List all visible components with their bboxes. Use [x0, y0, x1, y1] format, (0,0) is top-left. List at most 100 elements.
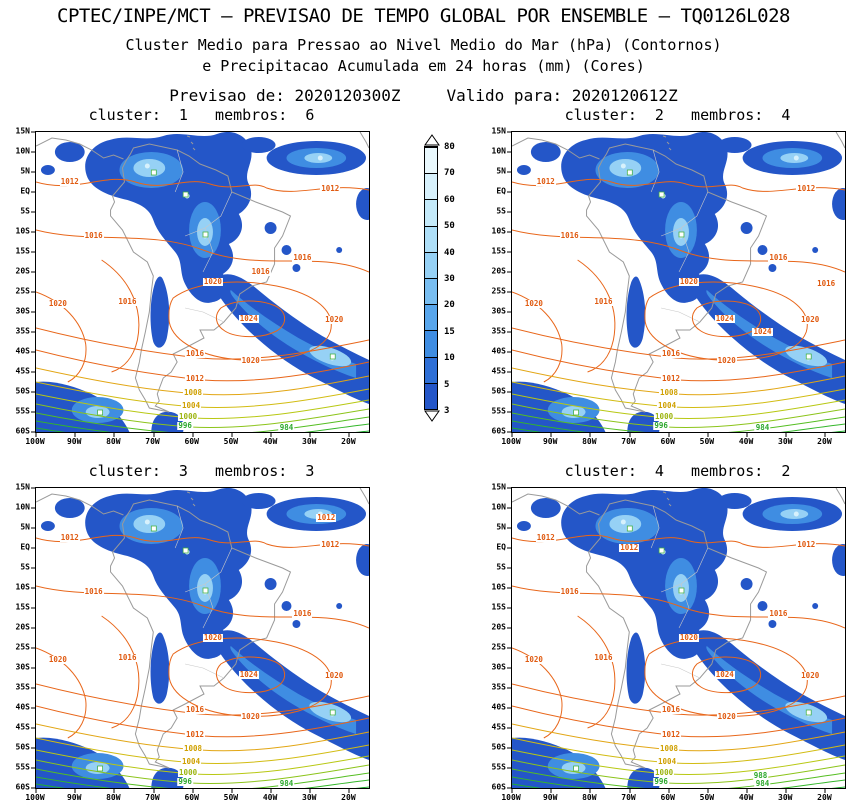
- lat-tick-label: 40S: [491, 346, 506, 356]
- pressure-contour-label: 1020: [716, 356, 737, 365]
- lat-tick-label: 55S: [15, 406, 30, 416]
- pressure-contour-label: 1020: [678, 277, 699, 286]
- pressure-contour-label: 1016: [559, 587, 580, 596]
- lon-tick-label: 50W: [223, 793, 239, 802]
- lat-tick-label: 5N: [20, 522, 30, 532]
- lon-tick: [629, 433, 631, 437]
- lat-tick: [507, 291, 511, 293]
- lon-tick-label: 40W: [262, 793, 278, 802]
- lon-tick: [153, 433, 155, 437]
- lon-tick: [511, 433, 513, 437]
- pressure-contour-label: 1016: [292, 609, 313, 618]
- lat-tick: [507, 231, 511, 233]
- lat-axis: 15N 10N 5N EQ 5S 10S 15S 20S 25S 30S 35S 40S 45S 50S 5…: [488, 127, 509, 436]
- lon-tick: [707, 433, 709, 437]
- lat-tick-label: 25S: [15, 286, 30, 296]
- lon-tick: [668, 433, 670, 437]
- colorbar-segment: [425, 330, 437, 357]
- lon-tick-label: 30W: [302, 793, 317, 802]
- lat-tick: [507, 211, 511, 213]
- pressure-contour-label: 996: [653, 777, 669, 786]
- lat-tick: [507, 391, 511, 393]
- lat-tick-label: 15S: [15, 602, 30, 612]
- colorbar-segment: [425, 304, 437, 331]
- forecast-valid-label: Valido para:: [446, 86, 563, 105]
- colorbar-tick-label: 30: [444, 274, 455, 284]
- lat-tick: [31, 607, 35, 609]
- colorbar-tick-label: 10: [444, 353, 455, 364]
- pressure-contour-label: 1008: [659, 388, 680, 397]
- lon-tick-label: 20W: [817, 437, 832, 446]
- pressure-contour-label: 1020: [202, 277, 223, 286]
- colorbar-labels: 80 70 60 50 40 30 20 15 10 5 3: [444, 142, 464, 416]
- lat-tick: [31, 547, 35, 549]
- lat-tick-label: 25S: [491, 642, 506, 652]
- lat-tick-label: 60S: [491, 782, 506, 792]
- lon-tick-label: 60W: [184, 793, 199, 802]
- pressure-contour-label: 1012: [661, 374, 682, 383]
- lat-tick: [507, 567, 511, 569]
- pressure-contour-label: 1016: [117, 653, 138, 662]
- lat-tick: [507, 331, 511, 333]
- lat-tick-label: 60S: [15, 782, 30, 792]
- lat-tick-label: 60S: [15, 426, 30, 436]
- lon-tick-label: 50W: [223, 437, 239, 446]
- lon-tick-label: 40W: [738, 793, 754, 802]
- pressure-contour-label: 1016: [185, 705, 206, 714]
- lat-tick: [31, 527, 35, 529]
- lat-tick: [507, 627, 511, 629]
- lon-tick-label: 30W: [778, 793, 793, 802]
- pressure-contour-label: 1012: [796, 540, 817, 549]
- pressure-contour-label: 1016: [83, 587, 104, 596]
- colorbar-segment: [425, 382, 437, 409]
- pressure-contour-label: 1016: [593, 297, 614, 306]
- panel-cluster-4: cluster: 4 membros: 2 15N 10N 5N EQ 5S 10S 15S…: [488, 462, 846, 802]
- pressure-contour-label: 1020: [47, 655, 68, 664]
- lon-tick: [348, 433, 350, 437]
- lat-tick: [507, 371, 511, 373]
- precipitation-colorbar: 80 70 60 50 40 30 20 15 10 5 3: [421, 134, 465, 422]
- pressure-contour-label: 1024: [238, 670, 259, 679]
- colorbar-tick-label: 60: [444, 194, 455, 205]
- pressure-contour-label: 1016: [593, 653, 614, 662]
- panel-cluster-1: cluster: 1 membros: 6 15N 10N 5N EQ 5S 10S 15S…: [12, 106, 370, 446]
- lat-tick-label: 5S: [496, 206, 506, 216]
- lat-tick: [31, 171, 35, 173]
- lat-tick-label: 45S: [15, 366, 30, 376]
- lon-tick: [270, 789, 272, 793]
- lat-tick-label: 15N: [15, 482, 30, 492]
- lat-tick-label: 45S: [491, 722, 506, 732]
- lon-tick-label: 80W: [106, 437, 121, 446]
- pressure-contour-label: 1024: [714, 670, 735, 679]
- lat-tick: [507, 547, 511, 549]
- pressure-contour-label: 1000: [178, 768, 199, 777]
- pressure-contour-label: 1012: [185, 374, 206, 383]
- lat-tick-label: EQ: [20, 186, 30, 196]
- pressure-contour-label: 1016: [661, 349, 682, 358]
- lat-tick-label: 25S: [15, 642, 30, 652]
- lat-tick-label: 5S: [496, 562, 506, 572]
- lat-tick: [507, 727, 511, 729]
- lat-tick: [31, 687, 35, 689]
- pressure-contour-label: 1016: [185, 349, 206, 358]
- lat-tick: [31, 747, 35, 749]
- lon-tick-label: 90W: [542, 793, 558, 802]
- lat-tick-label: 20S: [15, 622, 30, 632]
- lon-tick: [746, 789, 748, 793]
- lat-tick-label: 35S: [15, 326, 30, 336]
- panel-title: cluster: 2 membros: 4: [564, 106, 791, 124]
- lat-tick-label: 40S: [491, 702, 506, 712]
- lat-tick-label: 45S: [15, 722, 30, 732]
- colorbar-segment: [425, 146, 437, 174]
- colorbar-segment: [425, 225, 437, 252]
- pressure-contour-label: 984: [754, 423, 771, 432]
- pressure-contour-label: 1004: [657, 757, 678, 766]
- colorbar-tick-label: 3: [444, 406, 450, 416]
- lat-tick-label: 10N: [15, 502, 30, 512]
- lat-tick: [507, 707, 511, 709]
- subtitle-line1: Cluster Medio para Pressao ao Nivel Medi…: [125, 36, 722, 54]
- lat-tick-label: EQ: [496, 542, 506, 552]
- lat-tick: [31, 507, 35, 509]
- lon-tick: [824, 433, 826, 437]
- lat-tick-label: 5N: [496, 522, 506, 532]
